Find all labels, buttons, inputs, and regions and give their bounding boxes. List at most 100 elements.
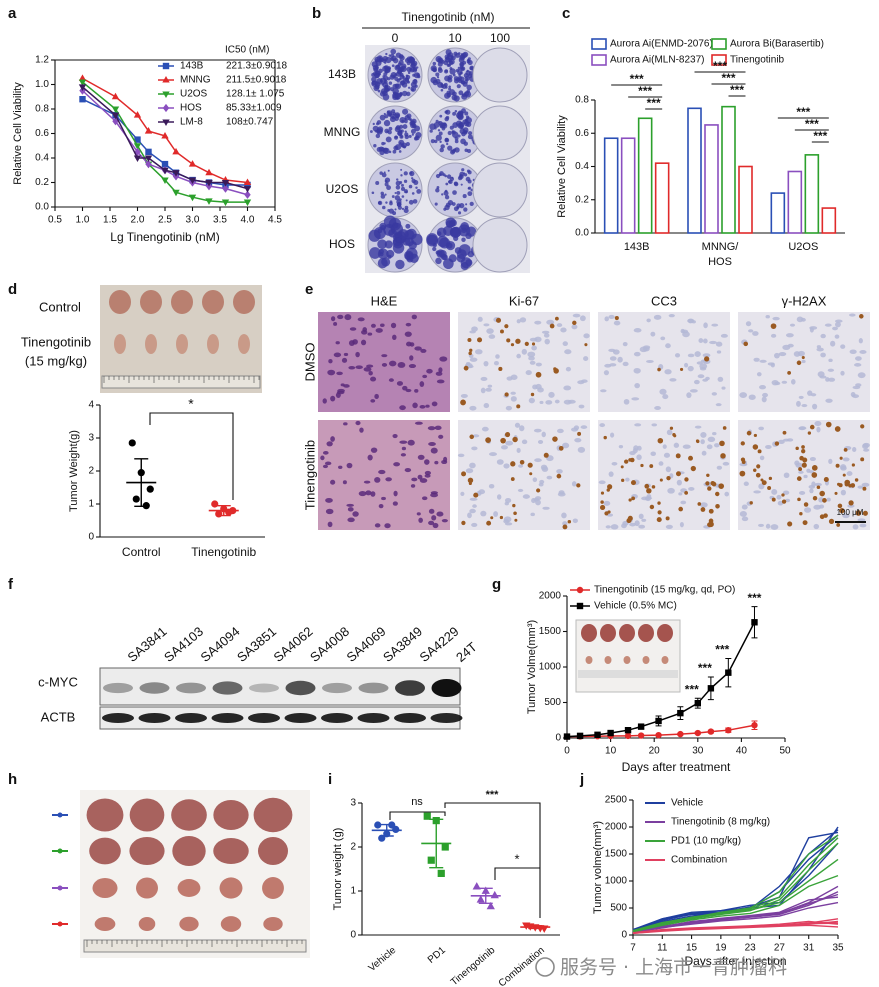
colony <box>454 52 460 58</box>
colony <box>411 118 417 125</box>
stained-nucleus <box>696 439 700 444</box>
nucleus <box>467 512 472 519</box>
colony <box>409 253 419 263</box>
x-tick-label: 15 <box>686 943 698 954</box>
marker <box>751 619 758 626</box>
y-tick-label: 0.4 <box>575 161 589 172</box>
colony <box>383 119 391 127</box>
nucleus <box>716 465 723 470</box>
panel-letter: d <box>8 281 17 298</box>
nucleus <box>577 446 586 453</box>
nucleus <box>487 384 493 388</box>
colony <box>460 66 466 71</box>
nucleus <box>532 477 538 483</box>
stained-nucleus <box>799 455 804 461</box>
nucleus <box>496 494 502 500</box>
significance: *** <box>685 682 699 696</box>
colony <box>412 67 418 73</box>
nucleus <box>396 381 404 386</box>
series-line <box>82 86 248 190</box>
group-marker-dot <box>57 921 63 927</box>
nucleus <box>392 433 398 439</box>
colony <box>452 190 457 195</box>
y-tick-label: 2 <box>350 842 356 853</box>
y-axis-label: Tumor volme(mm³) <box>592 821 604 914</box>
legend-value: 108±0.747 <box>226 117 274 128</box>
colony <box>400 129 404 133</box>
bar <box>721 105 736 234</box>
nucleus <box>478 489 486 495</box>
nucleus <box>546 319 555 325</box>
nucleus <box>702 353 711 358</box>
marker <box>205 168 213 176</box>
row-label: Tinengotinib <box>302 440 317 510</box>
colony <box>392 87 399 95</box>
nucleus <box>348 366 356 370</box>
stained-nucleus <box>854 478 859 482</box>
nucleus <box>469 357 478 362</box>
colony <box>441 122 448 129</box>
series-line <box>632 874 839 933</box>
nucleus <box>608 471 614 477</box>
nucleus <box>809 327 814 333</box>
x-tick-line: HOS <box>708 256 732 268</box>
colony <box>444 54 450 60</box>
x-tick-label: 2.0 <box>131 215 145 226</box>
nucleus <box>665 343 671 349</box>
nucleus <box>603 500 611 506</box>
nucleus <box>634 382 640 389</box>
band <box>176 682 206 694</box>
nucleus <box>421 496 428 501</box>
nucleus <box>380 323 385 327</box>
colony <box>413 78 418 83</box>
nucleus <box>658 461 664 466</box>
nucleus <box>374 523 381 528</box>
nucleus <box>571 481 577 487</box>
stained-nucleus <box>838 483 843 488</box>
nucleus <box>724 491 730 497</box>
nucleus <box>430 447 438 454</box>
nucleus <box>505 405 513 411</box>
nucleus <box>840 489 846 496</box>
legend-label: HOS <box>180 103 202 114</box>
colony <box>446 174 452 179</box>
colony <box>404 119 408 124</box>
colony <box>399 198 402 201</box>
nucleus <box>431 515 437 521</box>
nucleus <box>650 331 656 337</box>
nucleus <box>436 379 445 384</box>
stained-nucleus <box>467 477 474 484</box>
stained-nucleus <box>767 486 772 490</box>
nucleus <box>812 403 818 410</box>
colony <box>446 92 452 98</box>
colony <box>401 67 405 71</box>
legend-swatch <box>591 54 607 66</box>
colony <box>399 134 404 139</box>
tumor <box>172 835 206 867</box>
stained-nucleus <box>819 490 825 497</box>
nucleus <box>565 366 572 372</box>
nucleus <box>605 525 611 529</box>
nucleus <box>641 518 647 522</box>
significance: * <box>514 851 519 866</box>
nucleus <box>374 477 381 483</box>
nucleus <box>623 398 630 405</box>
nucleus <box>516 447 521 453</box>
marker <box>221 199 230 207</box>
nucleus <box>758 483 765 490</box>
nucleus <box>546 475 553 480</box>
nucleus <box>573 425 580 431</box>
colony <box>453 235 459 242</box>
nucleus <box>517 488 524 492</box>
sample-label: SA3851 <box>234 624 279 665</box>
marker <box>146 485 154 493</box>
stained-nucleus <box>839 456 843 460</box>
stained-nucleus <box>720 453 726 459</box>
nucleus <box>722 461 730 466</box>
nucleus <box>531 345 537 351</box>
nucleus <box>782 490 790 495</box>
watermark-icon <box>535 957 555 977</box>
stained-nucleus <box>843 447 848 452</box>
stained-nucleus <box>657 510 662 515</box>
colony <box>400 168 403 171</box>
